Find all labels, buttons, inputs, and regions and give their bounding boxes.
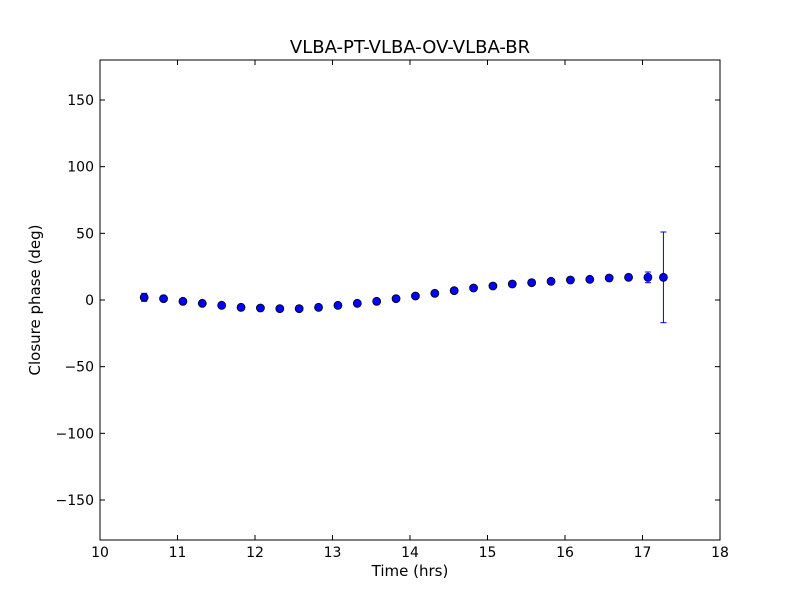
axes-frame	[99, 59, 721, 541]
x-tick-label: 12	[246, 545, 264, 561]
data-point	[197, 298, 207, 308]
data-point	[643, 272, 653, 282]
data-point	[659, 272, 668, 282]
data-point	[527, 278, 537, 288]
data-point	[546, 276, 556, 286]
y-tick-label: 50	[76, 226, 94, 242]
y-axis-label: Closure phase (deg)	[26, 225, 44, 376]
x-tick-label: 11	[169, 545, 187, 561]
data-point	[314, 302, 323, 312]
data-point	[217, 300, 227, 310]
data-point	[488, 281, 498, 291]
x-tick-label: 15	[479, 545, 497, 561]
data-point	[275, 304, 285, 314]
data-point	[430, 288, 440, 298]
x-tick-label: 13	[324, 545, 342, 561]
data-point	[236, 302, 246, 312]
data-point	[178, 296, 188, 306]
data-point	[372, 296, 382, 306]
y-tick-label: −100	[56, 426, 94, 442]
data-point	[159, 294, 168, 304]
data-point	[391, 294, 401, 304]
y-tick-label: 0	[85, 293, 94, 309]
x-tick-label: 18	[711, 545, 729, 561]
y-tick-label: −150	[56, 493, 94, 509]
x-tick-label: 14	[401, 545, 419, 561]
x-tick-label: 16	[556, 545, 574, 561]
data-point	[449, 286, 459, 296]
y-tick-label: 100	[67, 160, 94, 176]
x-tick-label: 17	[634, 545, 652, 561]
data-point	[624, 272, 633, 282]
y-tick-label: 150	[67, 93, 94, 109]
x-axis-label: Time (hrs)	[371, 562, 449, 580]
data-point	[352, 298, 362, 308]
data-point	[585, 274, 595, 284]
plot-area: 10 11 12 13 14 15 16 17 18 −150 −100 −50 0 50 100 150	[56, 60, 729, 561]
data-point	[411, 291, 420, 301]
data-point	[333, 300, 343, 310]
data-point	[566, 275, 575, 285]
data-point	[469, 283, 478, 293]
x-tick-label: 10	[91, 545, 109, 561]
y-tick-label: −50	[64, 360, 94, 376]
data-point	[604, 273, 614, 283]
data-point	[256, 303, 265, 313]
data-point	[139, 292, 149, 302]
chart-title: VLBA-PT-VLBA-OV-VLBA-BR	[290, 37, 530, 58]
data-point	[507, 279, 517, 289]
data-point	[294, 304, 304, 314]
